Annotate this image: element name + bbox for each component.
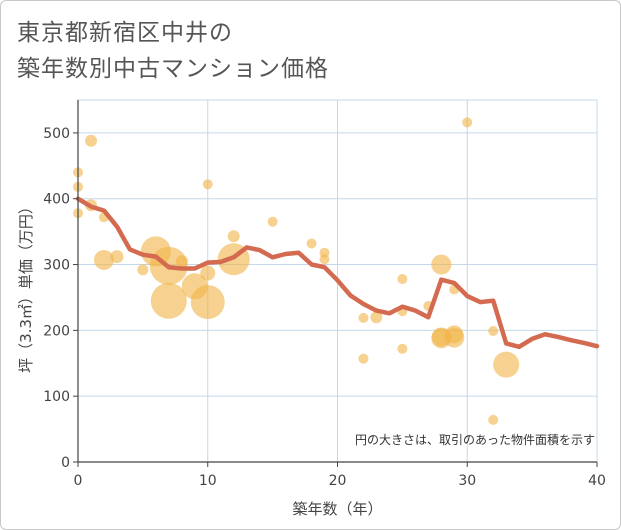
y-tick-label: 300 xyxy=(43,258,70,274)
bubble-point xyxy=(444,327,465,348)
bubble-point xyxy=(488,326,499,337)
y-axis-title: 坪（3.3㎡）単価（万円） xyxy=(17,199,35,373)
bubble-point xyxy=(493,351,520,378)
bubble-point xyxy=(306,238,317,249)
bubble-point xyxy=(358,312,369,323)
bubble-point xyxy=(137,264,149,276)
bubble-point xyxy=(488,414,499,425)
tick-labels: 0 100 200 300 400 500 0 10 20 30 40 xyxy=(43,126,606,489)
x-axis-title: 築年数（年） xyxy=(292,500,382,518)
chart-title-line2: 築年数別中古マンション価格 xyxy=(17,56,329,82)
bubble-point xyxy=(200,265,216,281)
y-tick-label: 500 xyxy=(43,126,70,142)
x-tick-label: 0 xyxy=(74,473,83,489)
bubble-point xyxy=(84,134,97,147)
x-tick-label: 10 xyxy=(199,473,217,489)
bubble-point xyxy=(319,254,330,265)
x-tick-label: 30 xyxy=(458,473,476,489)
bubble-point xyxy=(175,255,188,268)
y-tick-label: 200 xyxy=(43,323,70,339)
bubble-point xyxy=(267,216,278,227)
bubble-point xyxy=(370,311,383,324)
bubble-point xyxy=(431,254,452,275)
axes xyxy=(73,100,598,467)
bubble-size-note: 円の大きさは、取引のあった物件面積を示す xyxy=(355,432,595,447)
bubble-point xyxy=(93,249,114,270)
chart-title: 東京都新宿区中井の 築年数別中古マンション価格 xyxy=(17,15,329,87)
chart-title-line1: 東京都新宿区中井の xyxy=(17,20,233,46)
average-price-line xyxy=(75,196,600,350)
bubble-point xyxy=(227,230,240,243)
y-tick-label: 100 xyxy=(43,389,70,405)
bubble-point xyxy=(358,353,369,364)
y-tick-label: 400 xyxy=(43,192,70,208)
bubble-point xyxy=(110,250,124,264)
bubble-point xyxy=(202,179,213,190)
bubble-point xyxy=(397,274,408,285)
bubble-layer xyxy=(73,117,520,425)
trend-line-layer xyxy=(75,196,600,350)
x-tick-label: 20 xyxy=(329,473,347,489)
x-tick-label: 40 xyxy=(588,473,606,489)
bubble-point xyxy=(462,117,473,128)
y-tick-label: 0 xyxy=(61,455,70,471)
bubble-point xyxy=(190,285,225,320)
bubble-point xyxy=(150,282,187,319)
bubble-point xyxy=(397,343,408,354)
